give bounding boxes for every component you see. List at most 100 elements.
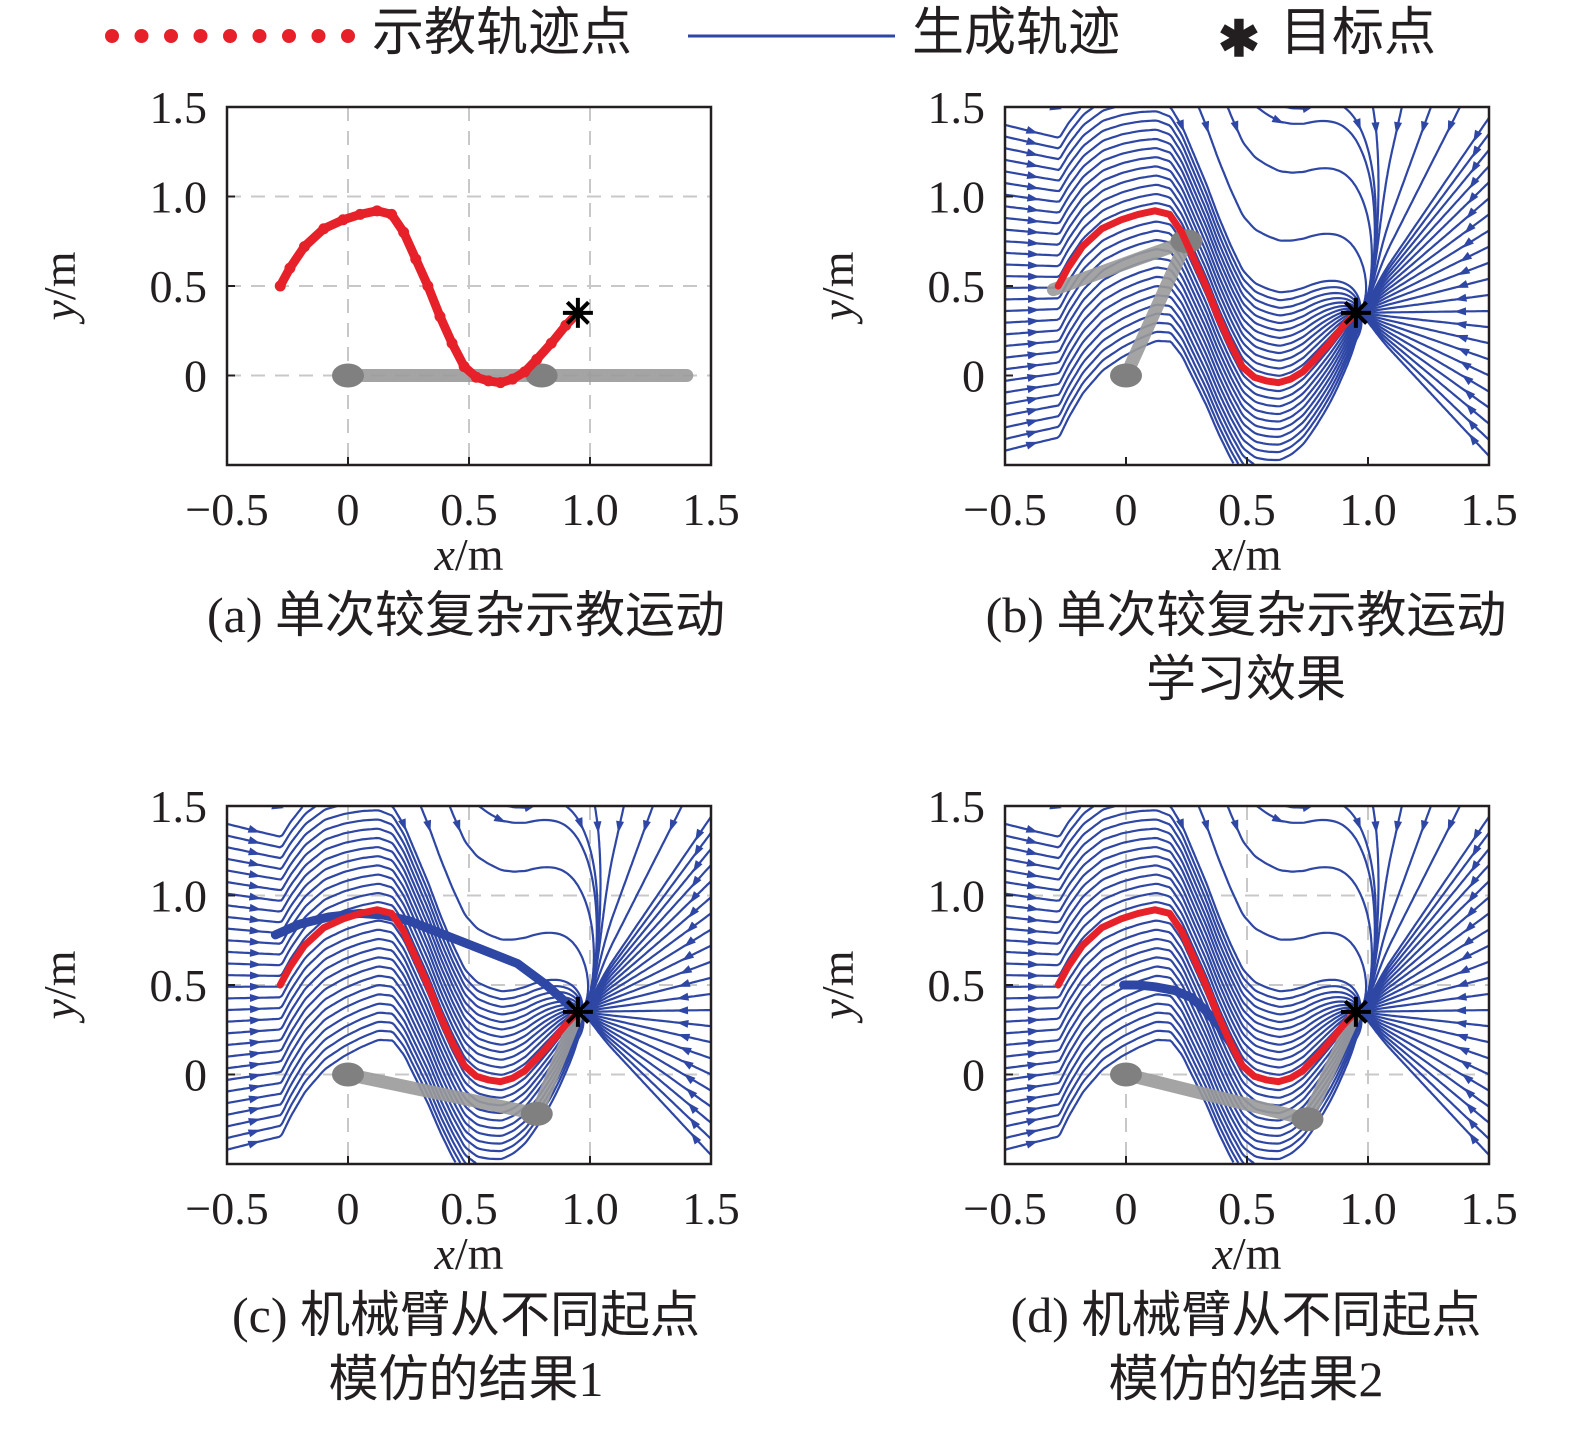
streamline-arrow: [1025, 825, 1039, 833]
streamline: [581, 1010, 711, 1028]
streamline: [227, 1011, 477, 1164]
streamline: [1005, 248, 1359, 416]
streamline: [1359, 1010, 1489, 1028]
streamline-arrow: [1026, 858, 1039, 867]
y-tick-label: 0: [184, 351, 207, 402]
streamline: [1256, 107, 1376, 314]
streamline-arrow: [1026, 182, 1040, 191]
y-tick-label: 1.5: [150, 781, 208, 832]
streamline: [1357, 806, 1461, 1013]
streamline: [227, 806, 304, 838]
x-axis-label: x/m: [434, 529, 504, 580]
streamline: [1358, 117, 1489, 313]
streamline-arrow: [1465, 1102, 1477, 1114]
x-tick-label: 1.5: [1460, 484, 1518, 535]
y-tick-label: 0.5: [150, 261, 208, 312]
target-marker: [562, 996, 593, 1027]
streamline: [1358, 149, 1489, 314]
streamline-arrow: [1027, 1050, 1040, 1059]
streamline: [227, 809, 583, 1010]
streamline-arrow: [1026, 1106, 1039, 1115]
streamline-arrow: [1025, 836, 1039, 844]
streamline-arrow: [1027, 328, 1040, 337]
streamline-arrow: [1463, 388, 1476, 400]
streamline: [1005, 993, 1362, 1153]
streamline-arrow: [1454, 1020, 1467, 1028]
streamline-arrow: [1271, 813, 1285, 823]
streamline-arrow: [683, 1073, 696, 1085]
streamline-arrow: [249, 1005, 262, 1014]
demo-point: [410, 253, 422, 265]
reproduced-trajectory: [1119, 980, 1235, 1047]
streamline: [1005, 818, 1360, 1011]
streamline-arrow: [676, 1006, 689, 1015]
demo-trajectory: [274, 205, 584, 389]
legend-demo-label: 示教轨迹点: [372, 5, 632, 62]
plot-area: [1005, 806, 1489, 1164]
streamline: [1005, 137, 1359, 325]
streamline-arrow: [1027, 1005, 1040, 1014]
x-tick-label: 0: [337, 1183, 360, 1234]
streamline-arrow: [1027, 948, 1040, 957]
x-tick-label: 0: [1115, 1183, 1138, 1234]
y-tick-label: 1.0: [150, 871, 208, 922]
streamline-arrow: [689, 1117, 701, 1130]
streamline: [1005, 891, 1355, 1069]
streamline: [1005, 836, 1359, 1024]
target-marker: [562, 297, 593, 328]
streamline-arrow: [249, 1061, 262, 1070]
x-tick-label: −0.5: [185, 484, 268, 535]
streamline: [1226, 107, 1373, 313]
panel-caption: 模仿的结果1: [329, 1351, 604, 1407]
streamline-arrow: [1466, 906, 1478, 919]
streamline-arrow: [1026, 892, 1040, 901]
streamline: [1005, 1011, 1255, 1164]
streamline-arrow: [1027, 294, 1040, 303]
streamline: [1358, 816, 1489, 1012]
streamline-arrow: [1465, 403, 1477, 415]
streamline: [1005, 900, 1355, 1076]
streamline-arrow: [1421, 120, 1429, 134]
streamline-arrow: [1026, 419, 1039, 427]
streamline-arrow: [1026, 193, 1040, 202]
legend: 示教轨迹点 生成轨迹 ✱ 目标点: [105, 5, 1436, 67]
plot-area: [1005, 107, 1489, 465]
streamline: [1005, 882, 1352, 1061]
plot-area: [227, 806, 711, 1164]
streamline: [1005, 1038, 1235, 1163]
arm-joint: [332, 363, 364, 388]
streamline-arrow: [1049, 107, 1062, 111]
streamline: [1005, 846, 1357, 1031]
streamline-arrow: [1026, 396, 1040, 405]
y-tick-label: 0: [962, 1050, 985, 1101]
streamline: [580, 1010, 711, 1044]
streamline: [582, 976, 711, 1013]
streamline-arrow: [249, 926, 262, 935]
streamline: [1226, 806, 1373, 1012]
streamline: [1358, 1011, 1489, 1156]
streamline-arrow: [688, 906, 700, 919]
streamline-arrow: [1176, 818, 1184, 832]
panel-d: −0.5 0 0.5 1.0 1.5 0 0.5 1.0 1.5 x/m y/m (d) 机械臂从不同…: [812, 781, 1518, 1407]
streamline-arrow: [1027, 960, 1040, 969]
streamline: [227, 846, 579, 1031]
x-axis-label: x/m: [434, 1228, 504, 1279]
streamline: [1357, 107, 1432, 314]
streamline: [580, 848, 711, 1013]
streamline: [1005, 294, 1362, 454]
legend-demo-dot: [134, 29, 149, 43]
streamline: [227, 873, 576, 1054]
streamline: [227, 836, 581, 1024]
streamline-arrow: [1455, 334, 1469, 343]
streamline-arrow: [1027, 971, 1040, 980]
streamline: [1005, 1029, 1240, 1164]
streamline-arrow: [247, 825, 261, 833]
streamline-arrow: [1466, 207, 1478, 220]
legend-demo-dot: [223, 29, 237, 43]
streamline-arrow: [248, 858, 261, 867]
streamline-arrow: [1025, 441, 1039, 450]
y-tick-label: 1.5: [928, 82, 986, 133]
streamline-arrow: [1026, 870, 1040, 878]
streamline-arrow: [1230, 120, 1239, 134]
streamline-arrow: [1457, 1046, 1470, 1056]
